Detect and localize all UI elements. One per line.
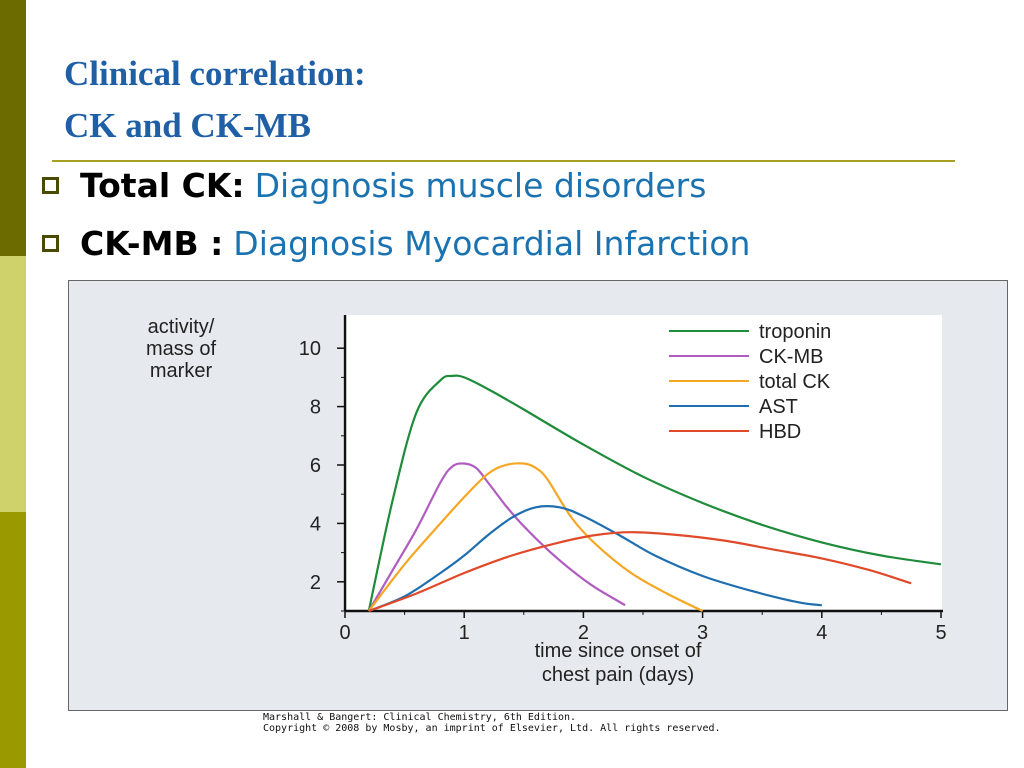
y-tick-label: 2: [310, 572, 321, 594]
y-axis-label: activity/mass of marker: [146, 316, 216, 382]
plot-background: [343, 315, 942, 611]
slide-title-line-2: CK and CK-MB: [64, 106, 311, 145]
legend-label-ast: AST: [759, 396, 798, 418]
x-tick-label: 1: [459, 622, 470, 644]
series-line-ast: [368, 505, 822, 613]
line-chart: 0 1 2 3 4 5 2 4 6 8 10 activity/mass of marker time s…: [146, 315, 947, 686]
y-tick-label: 6: [310, 455, 321, 477]
bullet-item-ck-mb: CK-MB : Diagnosis Myocardial Infarction: [42, 224, 750, 263]
figure-credit: Marshall & Bangert: Clinical Chemistry, …: [263, 712, 721, 734]
slide-title-line-1: Clinical correlation:: [64, 54, 366, 93]
series-line-total-ck: [367, 462, 704, 612]
sidebar-decoration-bottom: [0, 512, 26, 768]
square-bullet-icon: [42, 235, 59, 252]
sidebar-decoration-top: [0, 0, 26, 256]
credit-line-2: Copyright © 2008 by Mosby, an imprint of…: [263, 723, 721, 734]
bullet-description: Diagnosis Myocardial Infarction: [233, 224, 751, 263]
bullet-term: Total CK:: [80, 166, 245, 205]
legend-label-troponin: troponin: [759, 321, 831, 343]
x-tick-label: 5: [935, 622, 946, 644]
bullet-description: Diagnosis muscle disorders: [254, 166, 707, 205]
x-tick-label: 0: [339, 622, 350, 644]
series-line-hbd: [368, 531, 912, 613]
credit-line-1: Marshall & Bangert: Clinical Chemistry, …: [263, 712, 577, 723]
bullet-item-total-ck: Total CK: Diagnosis muscle disorders: [42, 166, 706, 205]
square-bullet-icon: [42, 177, 59, 194]
series-line-ck-mb: [367, 462, 626, 612]
x-tick-label: 3: [697, 622, 708, 644]
chart-figure: 0 1 2 3 4 5 2 4 6 8 10 activity/mass of marker time s…: [68, 280, 1008, 711]
series-line-troponin: [367, 374, 942, 612]
bullet-term: CK-MB :: [80, 224, 224, 263]
x-axis-label: time since onset of chest pain (days): [535, 640, 702, 686]
x-tick-label: 4: [816, 622, 827, 644]
legend-label-total-ck: total CK: [759, 371, 831, 393]
y-tick-label: 4: [310, 513, 321, 535]
y-tick-label: 10: [299, 338, 321, 360]
x-tick-label: 2: [578, 622, 589, 644]
legend-label-ck-mb: CK-MB: [759, 346, 823, 368]
legend-label-hbd: HBD: [759, 421, 801, 443]
title-divider: [52, 160, 955, 162]
y-tick-label: 8: [310, 397, 321, 419]
sidebar-decoration-middle: [0, 256, 26, 512]
slide-title: Clinical correlation: CK and CK-MB: [64, 48, 366, 152]
